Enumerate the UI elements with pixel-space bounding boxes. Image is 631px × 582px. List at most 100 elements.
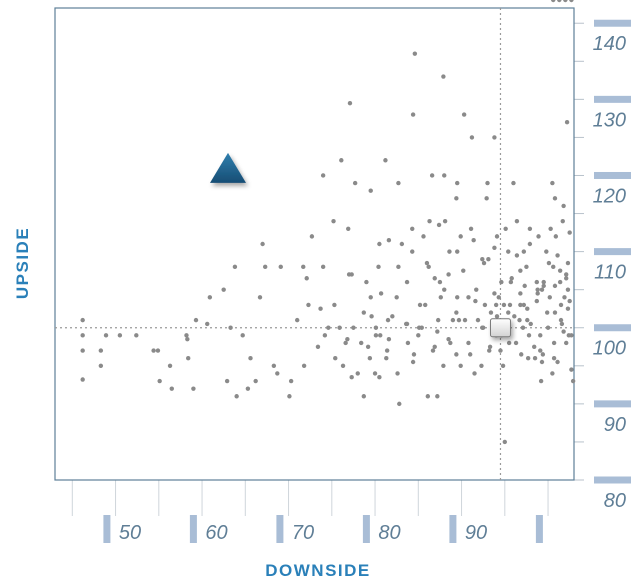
x-tick-bar — [362, 515, 370, 543]
data-point — [191, 386, 196, 391]
data-point — [550, 371, 555, 376]
data-point — [275, 371, 280, 376]
data-point — [499, 279, 504, 285]
data-point — [525, 306, 530, 311]
data-point — [535, 291, 540, 296]
data-point — [410, 249, 415, 254]
data-point — [565, 306, 571, 311]
data-point — [455, 249, 460, 254]
x-tick-label: 70 — [292, 522, 314, 544]
y-tick-bar — [594, 19, 631, 27]
data-point — [320, 173, 326, 178]
data-point — [569, 333, 574, 338]
data-point — [80, 377, 85, 382]
data-point — [469, 135, 475, 140]
data-point — [541, 279, 546, 285]
data-point — [315, 344, 321, 349]
data-point — [421, 234, 426, 239]
data-point — [205, 321, 210, 327]
data-point — [306, 302, 311, 308]
data-point — [346, 226, 351, 231]
data-point — [526, 333, 532, 338]
data-point — [377, 241, 382, 247]
data-point — [376, 264, 381, 270]
data-point — [494, 314, 500, 319]
x-tick-label: 90 — [465, 522, 487, 544]
data-point — [430, 348, 436, 353]
data-point — [352, 180, 358, 186]
data-point — [482, 302, 488, 308]
data-point — [527, 226, 533, 231]
data-point — [484, 196, 489, 201]
data-point — [326, 325, 331, 330]
data-point — [368, 295, 373, 300]
x-tick-label: 80 — [378, 522, 400, 544]
y-tick-label: 120 — [593, 185, 626, 207]
data-point — [257, 295, 263, 300]
data-point — [509, 276, 514, 281]
data-point — [425, 394, 431, 399]
data-point — [539, 287, 545, 292]
data-point — [540, 352, 546, 357]
y-axis-ticks: 80 90 100 110 120 130 140 — [574, 19, 631, 512]
data-point — [564, 276, 569, 281]
data-point — [228, 325, 233, 330]
data-point — [301, 363, 307, 369]
data-point — [253, 378, 258, 384]
data-point — [396, 180, 401, 186]
data-points — [80, 0, 576, 445]
data-point — [446, 272, 451, 277]
data-point — [396, 264, 401, 270]
x-axis-ticks: 50 60 70 80 90 — [71, 480, 549, 544]
data-point — [466, 295, 471, 300]
data-point — [471, 237, 476, 243]
data-point — [167, 363, 173, 369]
data-point — [448, 340, 453, 346]
x-tick-bar — [535, 515, 543, 543]
square-marker — [489, 318, 511, 338]
data-point — [492, 135, 497, 140]
highlight-markers — [210, 152, 511, 338]
x-tick-bar — [449, 515, 457, 543]
data-point — [564, 119, 570, 125]
data-point — [551, 355, 557, 361]
data-point — [417, 302, 423, 308]
data-point — [442, 173, 447, 178]
data-point — [301, 264, 306, 270]
data-point — [157, 378, 162, 384]
data-point — [559, 321, 565, 327]
data-point — [514, 218, 520, 224]
data-point — [394, 295, 399, 300]
data-point — [474, 287, 479, 292]
data-point — [521, 302, 527, 308]
data-point — [503, 226, 508, 231]
data-point — [365, 344, 371, 349]
data-point — [528, 321, 533, 327]
data-point — [496, 295, 501, 300]
data-point — [395, 371, 400, 376]
data-point — [442, 218, 448, 224]
data-point — [288, 378, 294, 384]
data-point — [558, 302, 564, 308]
data-point — [558, 317, 564, 323]
data-point — [552, 196, 558, 201]
data-point — [565, 260, 571, 266]
data-point — [532, 344, 537, 349]
data-point — [441, 363, 446, 369]
data-point — [512, 314, 517, 319]
data-point — [550, 180, 555, 186]
data-point — [535, 287, 540, 292]
data-point — [304, 276, 309, 281]
data-point — [424, 260, 430, 266]
data-point — [548, 226, 553, 231]
data-point — [462, 317, 468, 323]
data-point — [103, 333, 109, 338]
data-point — [507, 302, 513, 308]
data-point — [385, 317, 391, 323]
data-point — [569, 367, 574, 372]
data-point — [271, 363, 277, 369]
y-tick-bar — [594, 476, 631, 484]
data-point — [557, 0, 562, 3]
data-point — [404, 279, 410, 285]
data-point — [551, 340, 557, 346]
